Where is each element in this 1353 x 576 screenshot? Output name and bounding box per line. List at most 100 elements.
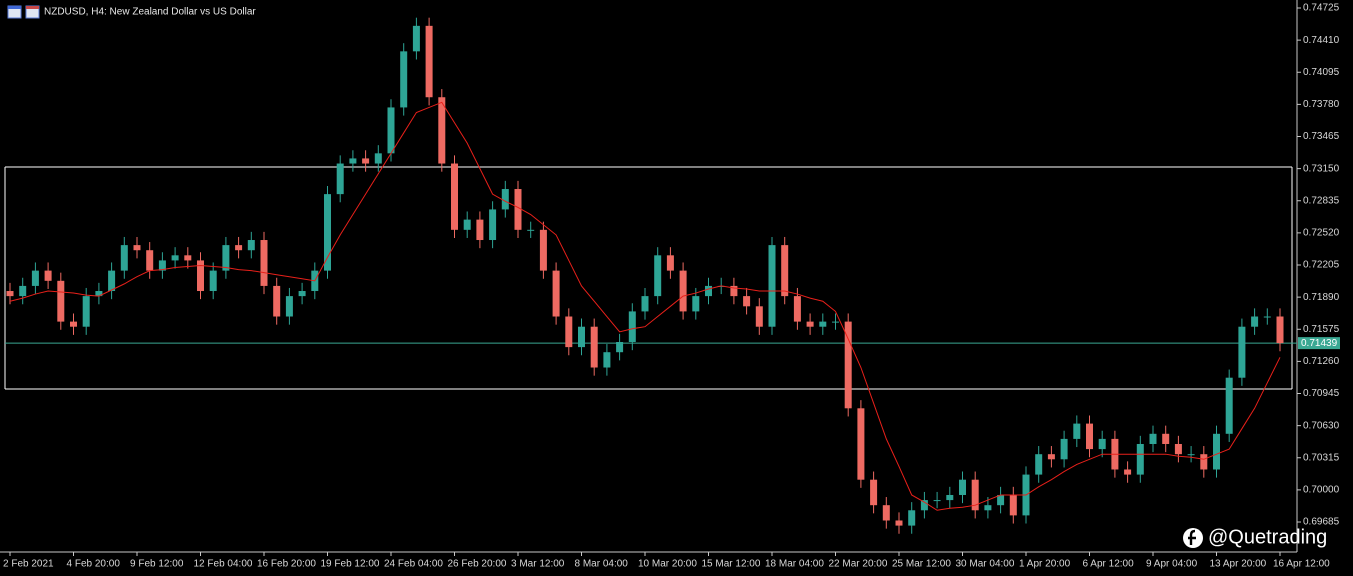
candle-body (1187, 454, 1195, 456)
candle-body (1060, 438, 1068, 460)
candle-body (1098, 438, 1106, 450)
x-tick-label: 25 Mar 12:00 (892, 559, 951, 570)
y-tick-label: 0.74410 (1303, 35, 1340, 46)
candle-body (844, 321, 852, 409)
candle-body (1073, 423, 1081, 439)
candle-body (298, 291, 306, 297)
candle-body (514, 189, 522, 230)
candle-body (565, 316, 573, 348)
candle-body (108, 270, 116, 292)
candle-body (705, 285, 712, 297)
candle-body (438, 97, 446, 164)
candle-body (539, 229, 547, 271)
candle-body (146, 250, 154, 271)
watermark: @Quetrading (1183, 526, 1327, 548)
y-tick-label: 0.70945 (1303, 388, 1340, 399)
candle-body (387, 107, 395, 154)
y-tick-label: 0.74095 (1303, 67, 1340, 78)
candle-body (1149, 433, 1157, 444)
candle-body (590, 326, 598, 368)
candle-body (857, 408, 865, 480)
x-tick-label: 22 Mar 20:00 (829, 559, 888, 570)
candle-body (247, 240, 255, 251)
y-tick-label: 0.69685 (1303, 517, 1340, 528)
watermark-text: @Quetrading (1208, 526, 1327, 548)
candle-body (6, 291, 14, 297)
x-tick-label: 19 Feb 12:00 (321, 559, 380, 570)
candle-body (1225, 377, 1233, 434)
chart-title: NZDUSD, H4: New Zealand Dollar vs US Dol… (44, 7, 256, 18)
x-tick-label: 12 Feb 04:00 (194, 559, 253, 570)
watermark-icon (1188, 529, 1196, 545)
y-tick-label: 0.73465 (1303, 131, 1340, 142)
candle-body (666, 255, 674, 271)
candle-body (171, 255, 179, 261)
x-tick-label: 26 Feb 20:00 (448, 559, 507, 570)
candle-body (70, 321, 77, 327)
x-tick-label: 30 Mar 04:00 (956, 559, 1015, 570)
moving-average (9, 101, 1281, 511)
y-tick-label: 0.73150 (1303, 163, 1340, 174)
x-tick-label: 15 Mar 12:00 (702, 559, 761, 570)
candle-body (44, 270, 52, 281)
candle-body (95, 291, 103, 297)
candle-body (476, 219, 484, 241)
y-tick-label: 0.70315 (1303, 452, 1340, 463)
candle-body (1251, 316, 1259, 327)
x-tick-label: 1 Apr 20:00 (1019, 559, 1071, 570)
x-tick-label: 8 Mar 04:00 (575, 559, 629, 570)
candle-body (920, 500, 928, 511)
candle-body (260, 240, 268, 286)
candle-body (870, 479, 878, 506)
x-tick-label: 4 Feb 20:00 (67, 559, 121, 570)
y-tick-label: 0.72205 (1303, 260, 1340, 271)
candle-body (552, 270, 560, 317)
candle-body (400, 51, 408, 108)
candle-body (730, 285, 738, 297)
candle-body (616, 342, 624, 353)
candle-body (1035, 454, 1043, 475)
candle-body (425, 25, 433, 98)
candle-body (1136, 443, 1144, 475)
candle-body (273, 285, 281, 317)
y-tick-label: 0.72520 (1303, 228, 1340, 239)
candle-body (1162, 433, 1170, 444)
candle-body (184, 255, 192, 261)
candle-body (679, 270, 687, 312)
candle-body (692, 296, 700, 312)
last-price-box (1298, 337, 1340, 350)
y-tick-label: 0.73780 (1303, 99, 1340, 110)
candle-body (781, 245, 789, 297)
candle-body (946, 494, 954, 501)
candle-body (1124, 469, 1132, 475)
icon (8, 6, 21, 9)
candle-body (895, 520, 903, 526)
candle-body (336, 163, 344, 195)
candle-body (82, 296, 90, 327)
candle-body (374, 153, 382, 164)
candle-body (908, 510, 916, 526)
candle-body (603, 352, 611, 368)
candle-body (158, 260, 166, 271)
x-tick-label: 9 Apr 04:00 (1146, 559, 1198, 570)
candle-body (412, 25, 420, 52)
candle-body (362, 158, 370, 164)
candle-body (768, 245, 776, 327)
candle-body (743, 296, 751, 307)
candle-body (463, 219, 471, 230)
candle-body (527, 229, 535, 231)
y-tick-label: 0.74725 (1303, 3, 1340, 14)
candle-body (1009, 494, 1017, 516)
candle-body (197, 260, 204, 292)
candle-body (641, 296, 649, 312)
title-icons (7, 5, 40, 19)
candle-body (19, 285, 27, 297)
candle-body (578, 326, 585, 348)
candle-body (984, 505, 992, 511)
candle-body (489, 209, 497, 241)
x-tick-label: 16 Apr 12:00 (1273, 559, 1330, 570)
candle-body (654, 255, 662, 297)
candle-body (793, 296, 801, 322)
x-tick-label: 18 Mar 04:00 (765, 559, 824, 570)
